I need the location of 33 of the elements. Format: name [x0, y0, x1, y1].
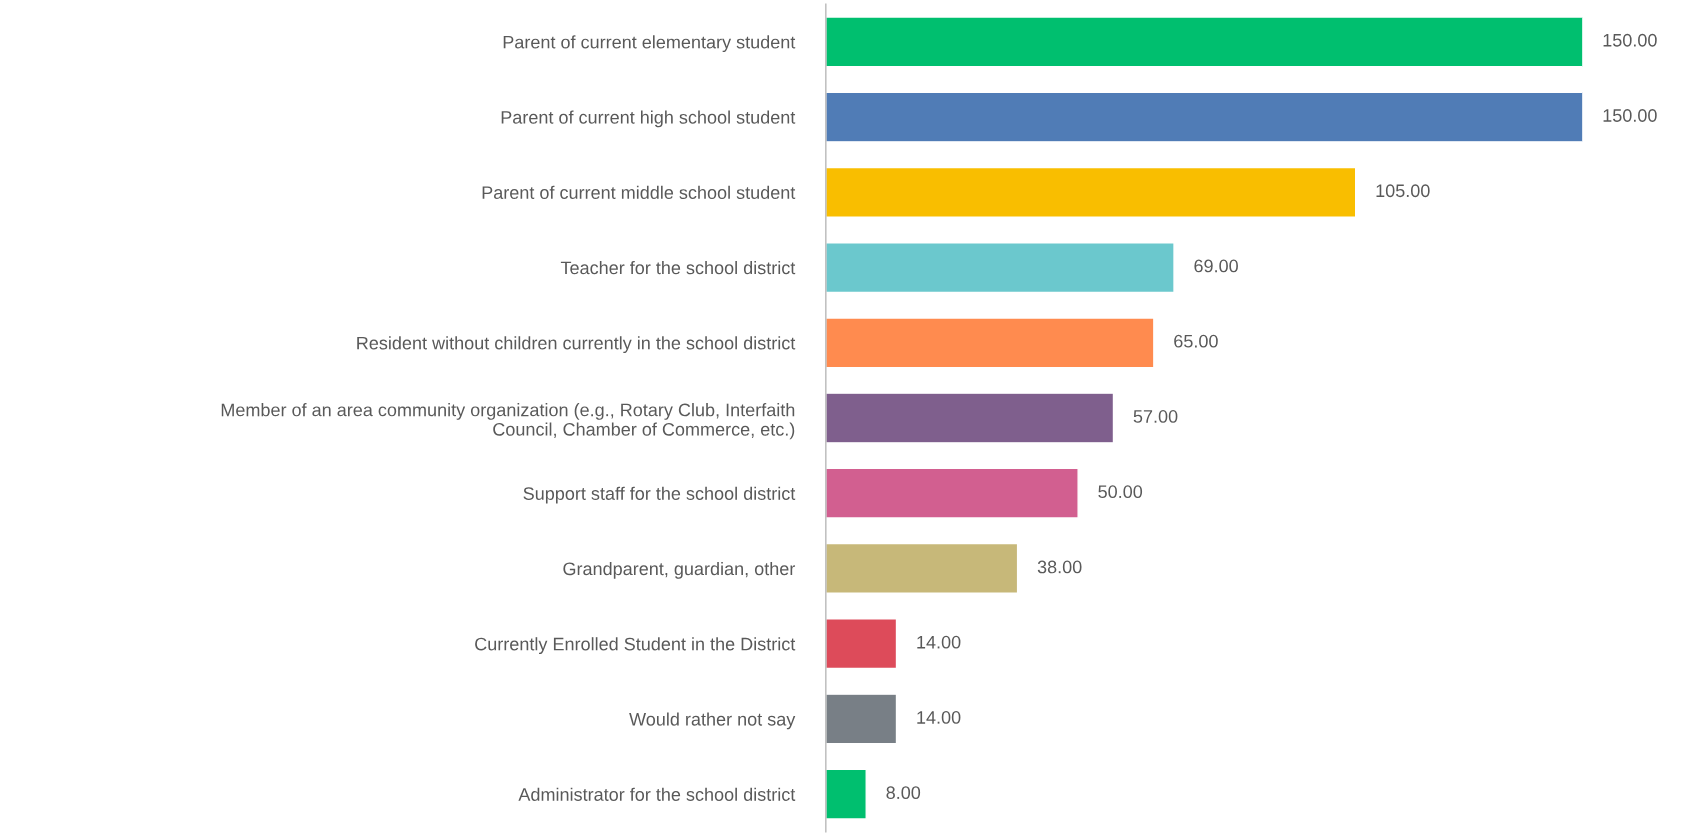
bar	[825, 542, 1019, 595]
y-tick-label: Administrator for the school district	[518, 787, 796, 801]
bar	[825, 16, 1583, 68]
y-tick-label: Teacher for the school district	[560, 260, 796, 275]
data-label: 14.00	[917, 711, 961, 724]
data-label: 8.00	[886, 786, 921, 800]
y-tick-label: Support staff for the school district	[523, 486, 796, 504]
bar	[825, 166, 1357, 218]
data-label: 57.00	[1133, 410, 1178, 423]
y-tick-label: Member of an area community organization (e.g., Rotary Club, Interfaith Council, Chamber of Commerce, etc.)	[221, 403, 795, 440]
y-tick-label: Parent of current high school student	[501, 110, 796, 128]
data-label: 14.00	[917, 635, 961, 649]
data-label: 50.00	[1098, 485, 1143, 499]
data-label: 150.00	[1603, 109, 1657, 122]
bar	[825, 91, 1583, 143]
y-tick-label: Currently Enrolled Student in the District	[475, 637, 796, 655]
bar	[825, 467, 1079, 519]
y-tick-label: Parent of current middle school student	[482, 185, 796, 199]
data-label: 150.00	[1603, 33, 1657, 47]
data-label: 65.00	[1174, 334, 1218, 348]
y-tick-label: Resident without children currently in the school district	[357, 336, 796, 354]
data-label: 69.00	[1194, 259, 1238, 273]
bar	[825, 693, 898, 745]
y-tick-label: Grandparent, guardian, other	[563, 561, 796, 579]
y-tick-label: Would rather not say	[629, 712, 796, 730]
data-label: 38.00	[1037, 560, 1082, 574]
y-tick-label: Parent of current elementary student	[503, 35, 796, 53]
bar	[825, 618, 898, 670]
data-label: 105.00	[1376, 184, 1430, 198]
bar	[825, 392, 1115, 444]
bar	[825, 317, 1155, 369]
bar	[825, 241, 1175, 294]
bar	[825, 768, 867, 820]
